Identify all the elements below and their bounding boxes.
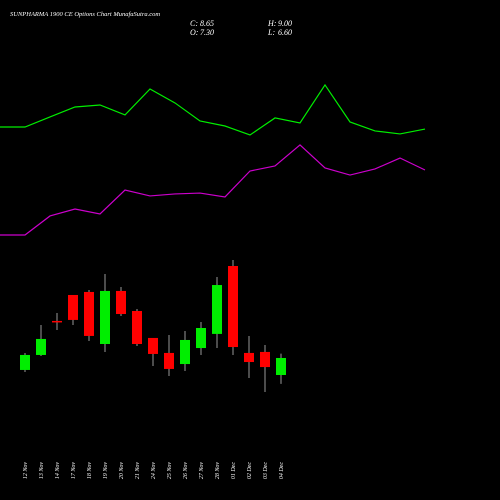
candle-body <box>116 290 126 315</box>
x-tick-label: 20 Nov <box>119 462 125 480</box>
candle-body <box>228 266 238 348</box>
stat-value: 8.65 <box>200 19 214 28</box>
candle-body <box>148 337 158 354</box>
x-tick-label: 28 Nov <box>215 462 221 480</box>
candle-body <box>84 291 94 336</box>
x-tick-label: 13 Nov <box>39 462 45 480</box>
line <box>0 144 426 236</box>
stat-label: H: <box>267 19 277 28</box>
candle-body <box>276 357 286 375</box>
stat-label: L: <box>267 28 275 37</box>
candle-body <box>180 339 190 365</box>
candle-body <box>212 285 222 334</box>
candle-body <box>20 354 30 370</box>
x-tick-label: 02 Dec <box>247 462 253 479</box>
x-tick-label: 12 Nov <box>23 462 29 480</box>
x-tick-label: 27 Nov <box>199 462 205 480</box>
x-tick-label: 25 Nov <box>167 462 173 480</box>
x-tick-label: 26 Nov <box>183 462 189 480</box>
stat-label: C: <box>190 19 198 28</box>
x-tick-label: 24 Nov <box>150 462 157 480</box>
x-tick-label: 18 Nov <box>87 462 93 480</box>
candle-body <box>52 320 62 323</box>
stat-label: O: <box>190 28 199 37</box>
x-tick-label: 21 Nov <box>135 462 141 480</box>
candle-body <box>36 338 46 355</box>
line <box>0 83 426 136</box>
x-tick-label: 01 Dec <box>231 462 237 479</box>
x-tick-label: 04 Dec <box>278 462 285 479</box>
stat-value: 7.30 <box>200 28 214 37</box>
candle-body <box>100 290 110 345</box>
stat-value: 6.60 <box>278 28 292 37</box>
chart-title: SUNPHARMA 1900 CE Options Chart MunafaSu… <box>10 11 160 18</box>
x-tick-label: 03 Dec <box>263 462 269 479</box>
candle-body <box>132 310 142 345</box>
x-tick-label: 14 Nov <box>54 462 61 480</box>
candle-body <box>164 352 174 369</box>
stat-value: 9.00 <box>278 19 292 28</box>
x-tick-label: 19 Nov <box>103 462 109 480</box>
candle-body <box>244 352 254 363</box>
candle-body <box>260 351 270 368</box>
x-tick-label: 17 Nov <box>71 462 77 480</box>
candle-body <box>68 294 78 320</box>
candle-body <box>196 327 206 349</box>
